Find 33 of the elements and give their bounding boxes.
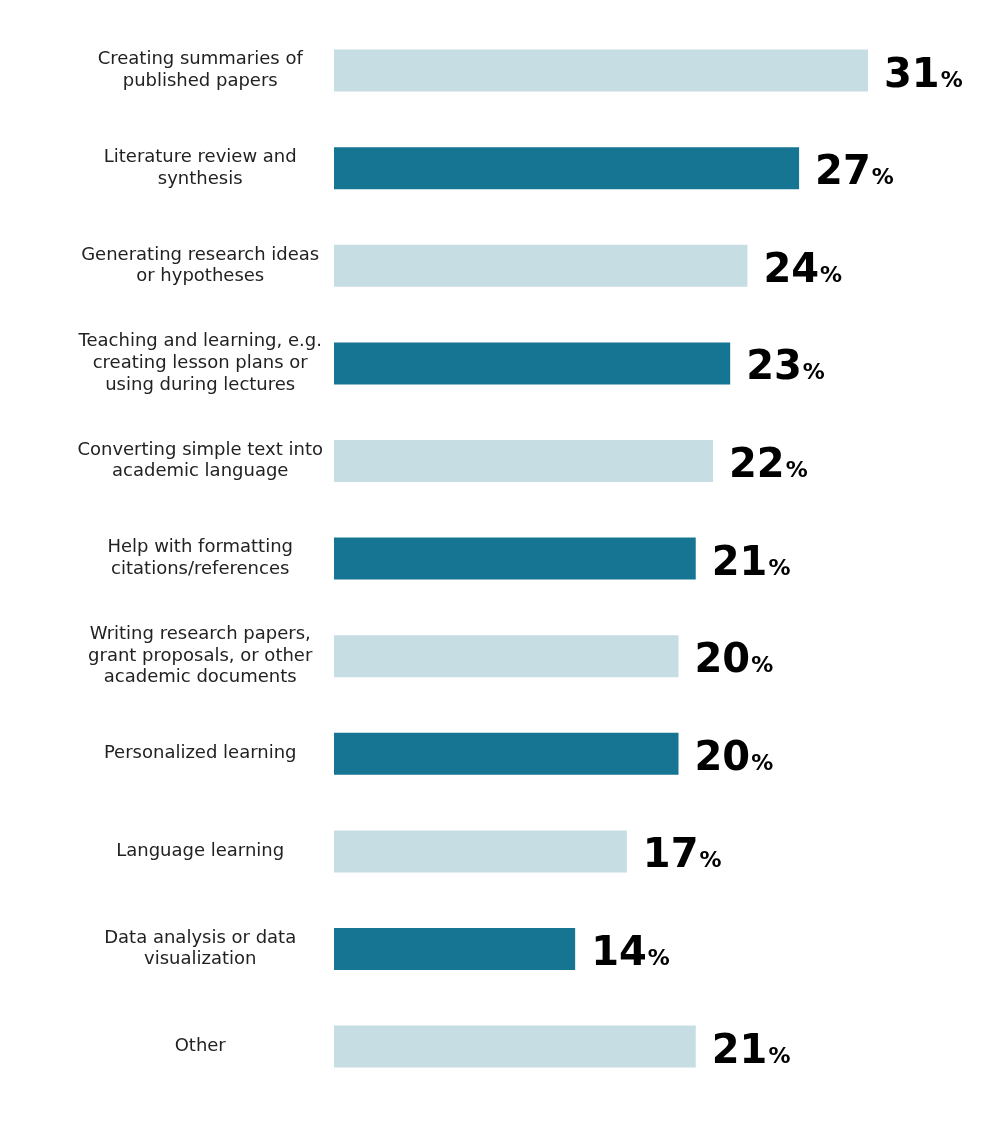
- data-label: 24%: [763, 244, 843, 291]
- data-label: 22%: [728, 440, 808, 486]
- y-tick-label: Generating research ideas or hypotheses: [81, 242, 320, 286]
- bar: [334, 440, 713, 482]
- y-tick-label: Teaching and learning, e.g. creating lesson plans or using during lectures: [77, 329, 322, 394]
- y-tick-label: Creating summaries of published papers: [97, 47, 304, 91]
- y-tick-label: Data analysis or data visualization: [104, 925, 297, 969]
- data-label: 23%: [746, 342, 825, 389]
- data-label: 21%: [711, 1025, 791, 1072]
- y-tick-label: Writing research papers, grant proposals, or other academic documents: [88, 622, 313, 687]
- data-label: 21%: [711, 537, 791, 584]
- y-tick-label: Other: [174, 1034, 227, 1056]
- y-tick-label: Personalized learning: [103, 741, 297, 763]
- data-label: 31%: [884, 49, 963, 96]
- y-tick-label: Language learning: [116, 839, 285, 861]
- data-label: 17%: [642, 830, 722, 877]
- y-tick-label: Help with formatting citations/references: [107, 535, 294, 579]
- bar: [334, 342, 731, 385]
- bar: [334, 244, 748, 287]
- data-label: 20%: [694, 732, 774, 779]
- bar: [334, 147, 800, 190]
- y-tick-label: Literature review and synthesis: [103, 145, 297, 188]
- bar: [334, 830, 627, 873]
- y-tick-label: Converting simple text into academic language: [77, 437, 323, 481]
- bar: [334, 732, 679, 775]
- bar: [334, 537, 696, 580]
- bar: [334, 1025, 696, 1068]
- data-label: 20%: [694, 635, 774, 682]
- bar: [334, 49, 868, 92]
- data-label: 14%: [591, 928, 670, 974]
- data-label: 27%: [815, 147, 894, 194]
- bar: [334, 928, 576, 970]
- bar: [334, 635, 679, 678]
